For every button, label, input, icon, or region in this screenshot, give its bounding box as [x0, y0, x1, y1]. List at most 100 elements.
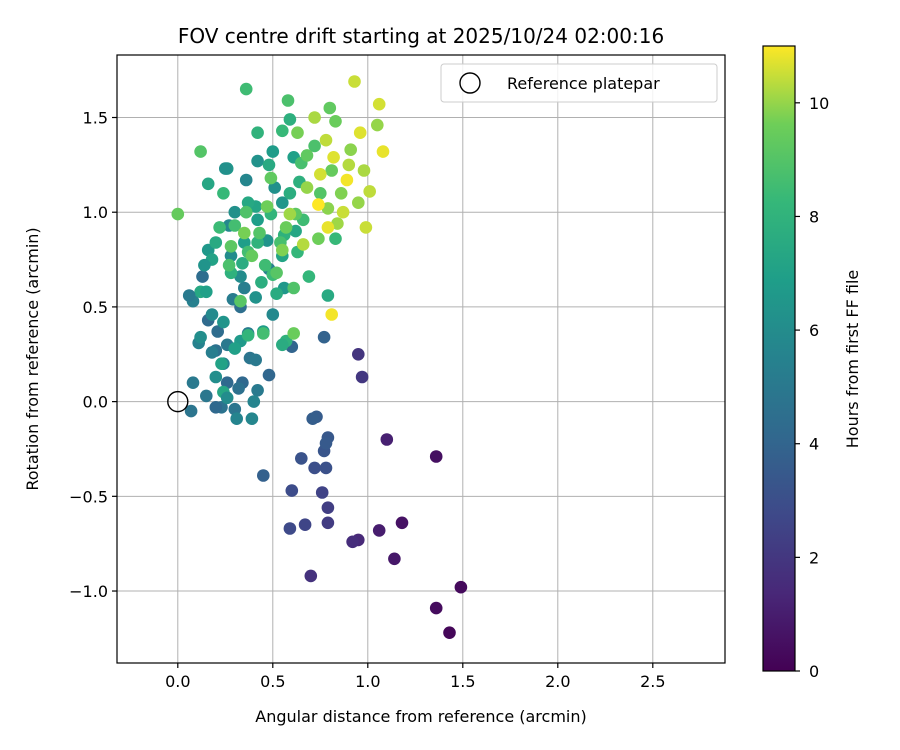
reference-point-group [167, 390, 189, 413]
data-point [443, 626, 456, 639]
data-point [308, 461, 321, 475]
data-point [308, 139, 321, 153]
grid-lines [117, 55, 725, 663]
data-point [201, 177, 215, 191]
data-point [289, 224, 302, 238]
data-point [186, 376, 200, 390]
plot-frame [116, 54, 726, 664]
data-point [194, 145, 207, 158]
data-point [228, 205, 242, 219]
data-point [319, 133, 333, 147]
data-point [323, 101, 337, 115]
data-point [331, 217, 344, 230]
data-point [220, 391, 234, 405]
data-point [357, 164, 371, 177]
data-point [217, 315, 230, 329]
x-tick-label: 0.5 [260, 672, 285, 691]
y-tick-label: −0.5 [69, 487, 108, 506]
x-tick-label: 1.5 [450, 672, 475, 691]
data-point [342, 158, 356, 172]
data-point [224, 249, 238, 263]
data-point [182, 289, 196, 302]
x-axis-ticks: 0.0 0.5 1.0 1.5 2.0 2.5 [165, 663, 666, 691]
x-tick-label: 1.0 [355, 672, 380, 691]
data-point [236, 257, 249, 270]
data-point [325, 308, 339, 321]
x-axis-label: Angular distance from reference (arcmin) [255, 707, 586, 726]
data-point [353, 126, 367, 139]
y-axis-label: Rotation from reference (arcmin) [23, 227, 42, 490]
data-point [325, 164, 339, 177]
data-point [363, 185, 377, 198]
data-point [276, 196, 289, 209]
y-axis-ticks: −1.0 −0.5 0.0 0.5 1.0 1.5 [69, 109, 117, 601]
data-point [268, 181, 282, 194]
data-point [200, 285, 213, 299]
data-point [196, 270, 209, 283]
data-point [300, 149, 314, 162]
data-point [260, 200, 274, 213]
data-point [315, 486, 329, 499]
legend-box [440, 63, 718, 103]
data-point [429, 450, 443, 463]
data-point [283, 207, 297, 221]
data-point [388, 552, 401, 566]
data-point [321, 501, 335, 514]
data-point [395, 516, 409, 530]
data-point [234, 270, 247, 283]
data-point [219, 162, 232, 175]
data-point [327, 151, 340, 164]
x-tick-label: 2.0 [545, 672, 570, 691]
data-point [300, 181, 314, 194]
data-point [205, 346, 219, 359]
data-point [211, 325, 224, 338]
data-point [306, 412, 320, 426]
data-point [321, 289, 335, 302]
data-point [276, 124, 289, 138]
data-point [253, 226, 266, 240]
data-point [270, 287, 283, 301]
data-point [264, 171, 278, 185]
data-point [298, 518, 312, 531]
data-point [241, 329, 255, 342]
data-point [348, 75, 361, 88]
x-tick-label: 0.0 [165, 672, 190, 691]
data-point [321, 516, 335, 530]
data-point [352, 348, 365, 361]
x-tick-label: 2.5 [640, 672, 665, 691]
data-point [314, 168, 327, 181]
y-tick-label: 1.0 [83, 203, 108, 222]
data-point [222, 258, 236, 272]
data-point [200, 389, 213, 403]
chart-title: FOV centre drift starting at 2025/10/24 … [178, 24, 664, 48]
data-point [266, 308, 280, 321]
data-point [287, 327, 301, 340]
colorbar-tick-label: 4 [809, 435, 819, 454]
data-point [302, 270, 316, 283]
data-point [308, 111, 321, 124]
data-point [245, 249, 259, 263]
colorbar-tick-label: 10 [809, 94, 829, 113]
data-point [359, 221, 373, 234]
data-point [257, 469, 270, 482]
colorbar [762, 45, 796, 672]
data-point [247, 395, 261, 408]
data-point [329, 232, 342, 245]
data-point [224, 240, 238, 253]
data-point [380, 433, 394, 446]
data-point [334, 187, 348, 200]
data-point [234, 294, 247, 308]
data-point [340, 173, 354, 187]
colorbar-tick-label: 8 [809, 207, 819, 226]
data-point [371, 118, 384, 132]
data-point [251, 236, 264, 249]
data-point [329, 115, 342, 128]
data-point [209, 370, 223, 384]
data-point [372, 97, 386, 111]
data-point [215, 357, 228, 371]
data-point [276, 243, 289, 257]
data-point [296, 238, 310, 251]
data-point [194, 330, 207, 344]
colorbar-label: Hours from first FF file [843, 270, 862, 449]
colorbar-ticks: 0 2 4 6 8 10 [795, 94, 829, 681]
